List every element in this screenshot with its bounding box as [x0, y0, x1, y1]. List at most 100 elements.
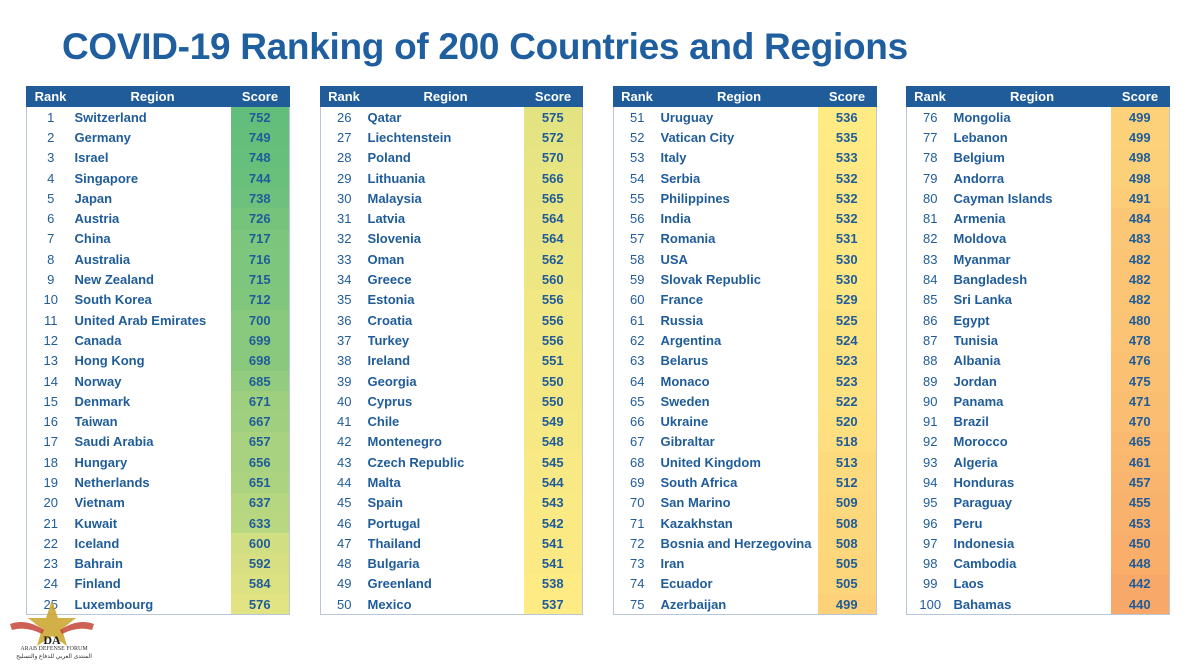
table-row: 45 Spain 543: [320, 492, 583, 513]
region-cell: Malaysia: [367, 190, 422, 206]
table-row: 21 Kuwait 633: [26, 512, 290, 534]
rank-cell: 53: [613, 147, 661, 168]
table-row: 4 Singapore 744: [26, 167, 290, 189]
table-row: 39 Georgia 550: [320, 370, 583, 392]
rank-cell: 64: [613, 370, 661, 392]
score-cell: 457: [1110, 472, 1170, 493]
table-row: 62 Argentina 524: [613, 330, 877, 351]
rank-cell: 82: [906, 228, 954, 250]
rank-cell: 29: [320, 167, 368, 189]
region-cell: Denmark: [74, 393, 131, 409]
score-cell: 550: [523, 391, 583, 412]
region-cell: Egypt: [953, 312, 990, 328]
rank-cell: 63: [613, 350, 661, 371]
rank-cell: 37: [320, 330, 368, 351]
table-row: 74 Ecuador 505: [613, 573, 877, 595]
table-row: 72 Bosnia and Herzegovina 508: [613, 533, 877, 554]
rank-cell: 61: [613, 309, 661, 331]
score-cell: 548: [523, 431, 583, 453]
region-cell: Israel: [74, 150, 109, 166]
rank-cell: 17: [26, 431, 75, 453]
rank-cell: 95: [906, 492, 954, 513]
region-cell: Spain: [367, 495, 403, 511]
table-row: 82 Moldova 483: [906, 228, 1170, 250]
region-cell: Austria: [74, 211, 120, 227]
score-cell: 499: [817, 594, 877, 616]
rank-cell: 68: [613, 452, 661, 473]
region-cell: Switzerland: [74, 109, 147, 125]
region-cell: Thailand: [367, 535, 421, 551]
score-cell: 523: [817, 370, 877, 392]
region-cell: Belgium: [953, 150, 1005, 166]
table-row: 90 Panama 471: [906, 391, 1170, 412]
rank-cell: 81: [906, 208, 954, 229]
rank-cell: 30: [320, 188, 368, 209]
region-cell: Mongolia: [953, 109, 1011, 125]
rank-header: Rank: [26, 86, 75, 107]
score-cell: 482: [1110, 289, 1170, 310]
region-cell: Luxembourg: [74, 594, 231, 616]
table-row: 29 Lithuania 566: [320, 167, 583, 189]
score-cell: 698: [230, 350, 290, 371]
rank-cell: 36: [320, 309, 368, 331]
rank-cell: 87: [906, 330, 954, 351]
score-cell: 538: [523, 573, 583, 595]
region-cell: Vatican City: [660, 129, 735, 145]
rank-cell: 93: [906, 452, 954, 473]
table-row: 53 Italy 533: [613, 147, 877, 168]
table-row: 73 Iran 505: [613, 553, 877, 574]
score-cell: 550: [523, 370, 583, 392]
score-cell: 453: [1110, 512, 1170, 534]
rank-cell: 72: [613, 533, 661, 554]
score-cell: 738: [230, 188, 290, 209]
rank-cell: 96: [906, 512, 954, 534]
score-cell: 715: [230, 269, 290, 290]
table-row: 7 China 717: [26, 228, 290, 250]
rank-cell: 33: [320, 249, 368, 270]
rank-cell: 39: [320, 370, 368, 392]
score-cell: 656: [230, 452, 290, 473]
score-cell: 513: [817, 452, 877, 473]
ranking-table-4: Rank Region Score 76 Mongolia 499 77 Lebanon…: [906, 86, 1170, 616]
rank-cell: 44: [320, 472, 368, 493]
region-cell: Kazakhstan: [660, 515, 733, 531]
region-cell: Montenegro: [367, 434, 442, 450]
region-cell: Finland: [74, 576, 121, 592]
table-row: 67 Gibraltar 518: [613, 431, 877, 453]
rank-cell: 21: [26, 512, 75, 534]
region-cell: Kuwait: [74, 515, 118, 531]
score-cell: 633: [230, 512, 290, 534]
table-row: 38 Ireland 551: [320, 350, 583, 371]
score-cell: 478: [1110, 330, 1170, 351]
region-cell: San Marino: [660, 495, 731, 511]
rank-header: Rank: [906, 86, 954, 107]
rank-cell: 58: [613, 249, 661, 270]
rank-cell: 71: [613, 512, 661, 534]
rank-header: Rank: [613, 86, 661, 107]
rank-cell: 15: [26, 391, 75, 412]
region-cell: Saudi Arabia: [74, 434, 154, 450]
score-cell: 476: [1110, 350, 1170, 371]
region-cell: Iceland: [74, 535, 120, 551]
table-row: 70 San Marino 509: [613, 492, 877, 513]
rank-cell: 19: [26, 472, 75, 493]
rank-cell: 59: [613, 269, 661, 290]
table-row: 42 Montenegro 548: [320, 431, 583, 453]
rank-cell: 75: [613, 594, 661, 616]
rank-cell: 12: [26, 330, 75, 351]
score-cell: 508: [817, 533, 877, 554]
table-row: 78 Belgium 498: [906, 147, 1170, 168]
table-row: 44 Malta 544: [320, 472, 583, 493]
rank-cell: 89: [906, 370, 954, 392]
score-cell: 570: [523, 147, 583, 168]
table-row: 43 Czech Republic 545: [320, 452, 583, 473]
rank-cell: 18: [26, 452, 75, 473]
rank-cell: 42: [320, 431, 368, 453]
rank-cell: 48: [320, 553, 368, 574]
table-row: 20 Vietnam 637: [26, 492, 290, 513]
rank-cell: 92: [906, 431, 954, 453]
rank-cell: 49: [320, 573, 368, 595]
region-cell: Slovak Republic: [660, 272, 761, 288]
table-row: 71 Kazakhstan 508: [613, 512, 877, 534]
score-cell: 544: [523, 472, 583, 493]
